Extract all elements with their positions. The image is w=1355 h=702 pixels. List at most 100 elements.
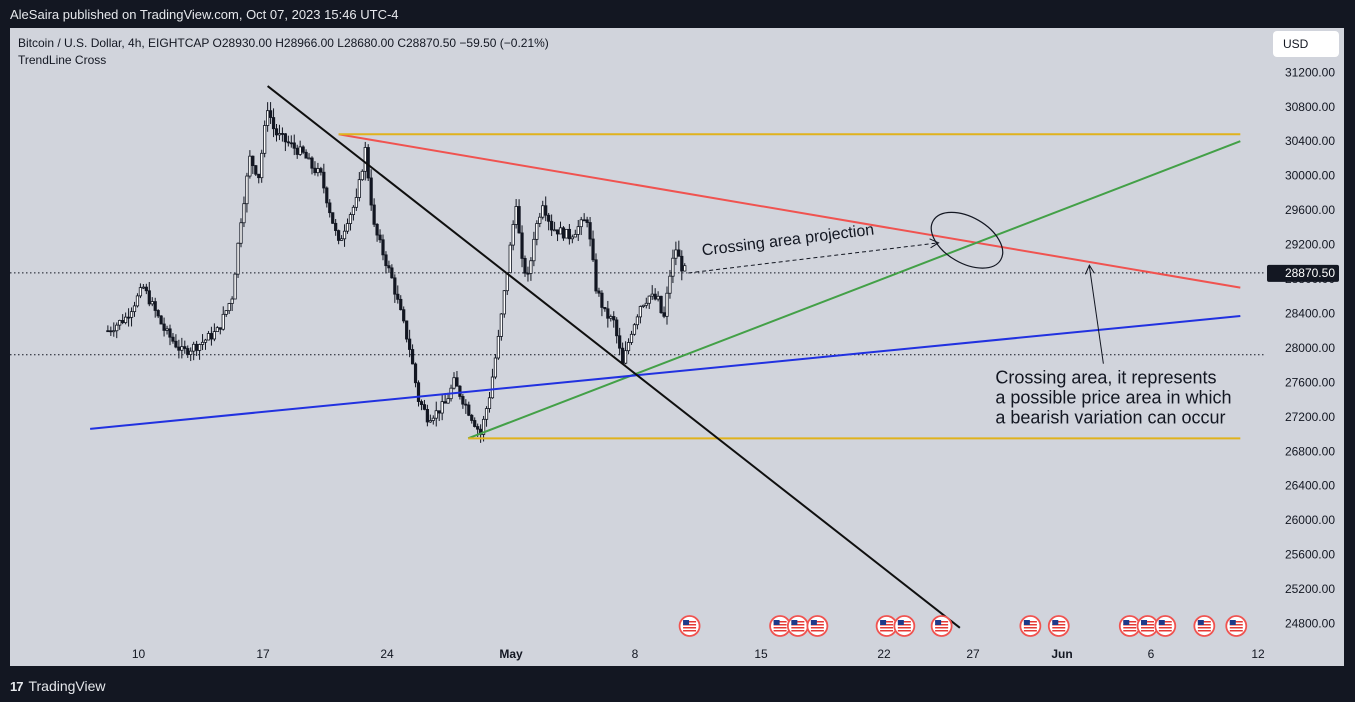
- flag-stripe: [1158, 630, 1172, 632]
- tradingview-logo-icon: 17: [10, 678, 24, 694]
- candle: [322, 163, 326, 194]
- candle: [573, 229, 577, 238]
- candle-body: [268, 110, 273, 118]
- candle-body: [283, 133, 287, 143]
- candle: [260, 149, 264, 183]
- candle-body: [319, 168, 323, 173]
- candle: [162, 317, 166, 337]
- candle-body: [277, 133, 282, 136]
- candle-body: [286, 141, 290, 144]
- trendlines[interactable]: [90, 85, 1241, 629]
- candle-body: [215, 327, 219, 333]
- flag-stripe: [897, 630, 911, 632]
- candle: [511, 220, 515, 251]
- candle: [555, 229, 560, 242]
- candle: [254, 164, 258, 176]
- candle: [413, 362, 418, 388]
- candle: [576, 219, 580, 241]
- candle-body: [313, 167, 317, 174]
- candle-body: [408, 338, 412, 350]
- candle-body: [180, 346, 184, 351]
- candle: [552, 221, 557, 232]
- candle-body: [532, 238, 536, 262]
- candle: [396, 285, 400, 304]
- candle-body: [638, 306, 642, 318]
- flag-stripe: [773, 630, 787, 632]
- candle: [274, 123, 279, 142]
- candle-body: [342, 230, 347, 240]
- candle-body: [351, 206, 356, 215]
- flag-stripe: [1123, 621, 1137, 623]
- us-flag-event-icon: [806, 615, 829, 637]
- candle-body: [511, 224, 515, 246]
- candle-body: [473, 420, 477, 427]
- candle: [171, 333, 175, 344]
- currency-button[interactable]: USD: [1273, 31, 1339, 57]
- candle: [316, 162, 320, 177]
- candle: [470, 413, 474, 424]
- candle-body: [292, 142, 296, 149]
- candle: [538, 212, 542, 228]
- candle: [526, 266, 530, 282]
- candle: [674, 241, 678, 266]
- candle: [150, 297, 154, 307]
- time-axis[interactable]: 10 17 24 May 8 15 22 27 Jun 6 12: [132, 647, 1265, 661]
- candle-body: [487, 397, 492, 409]
- candle: [638, 305, 642, 324]
- candle: [132, 301, 137, 317]
- candle-body: [665, 292, 669, 317]
- candle-body: [428, 420, 432, 423]
- flag-stripe: [1023, 621, 1037, 623]
- candle: [242, 196, 246, 228]
- candle-body: [399, 298, 403, 311]
- candle: [520, 225, 524, 268]
- candle-body: [529, 260, 533, 274]
- candle: [286, 135, 290, 147]
- candle-body: [570, 236, 574, 240]
- flag-stripe: [897, 624, 911, 626]
- chart-panel[interactable]: Crossing area projection Crossing area, i…: [10, 28, 1344, 666]
- candle: [609, 314, 613, 322]
- candle: [591, 230, 595, 262]
- candle-body: [674, 249, 678, 259]
- candle: [410, 344, 415, 365]
- candle: [594, 253, 598, 294]
- candle-body: [514, 206, 518, 225]
- flag-stripe: [810, 630, 824, 632]
- candle: [588, 217, 592, 247]
- candle-body: [544, 205, 548, 216]
- flag-stripe: [683, 630, 697, 632]
- candle: [621, 342, 625, 364]
- flag-canton: [897, 620, 904, 625]
- candle-body: [280, 133, 285, 135]
- price-axis[interactable]: 31200.00 30800.00 30400.00 30000.00 29600.00…: [1267, 65, 1339, 631]
- candle: [233, 272, 237, 300]
- candle-body: [641, 304, 645, 307]
- flag-stripe: [880, 624, 894, 626]
- candle: [612, 311, 616, 328]
- candle: [147, 281, 151, 307]
- candle-body: [354, 197, 358, 208]
- flag-stripe: [791, 630, 805, 632]
- price-tick-label: 30800.00: [1285, 100, 1335, 114]
- flag-canton: [880, 620, 887, 625]
- candle: [659, 295, 663, 314]
- flag-stripe: [1229, 621, 1243, 623]
- flag-canton: [1023, 620, 1030, 625]
- flag-stripe: [1141, 630, 1155, 632]
- candle: [227, 302, 231, 315]
- candle-body: [493, 357, 498, 378]
- event-ring: [1154, 615, 1177, 637]
- candle: [112, 322, 116, 337]
- candle-body: [372, 204, 376, 225]
- candle: [626, 338, 631, 355]
- economic-events[interactable]: [678, 615, 1248, 637]
- us-flag-event-icon: [1154, 615, 1177, 637]
- flag-stripe: [810, 627, 824, 629]
- candle-body: [274, 128, 279, 136]
- flag-stripe: [935, 630, 949, 632]
- candle-body: [239, 222, 243, 244]
- flag-stripe: [773, 624, 787, 626]
- flag-canton: [1229, 620, 1236, 625]
